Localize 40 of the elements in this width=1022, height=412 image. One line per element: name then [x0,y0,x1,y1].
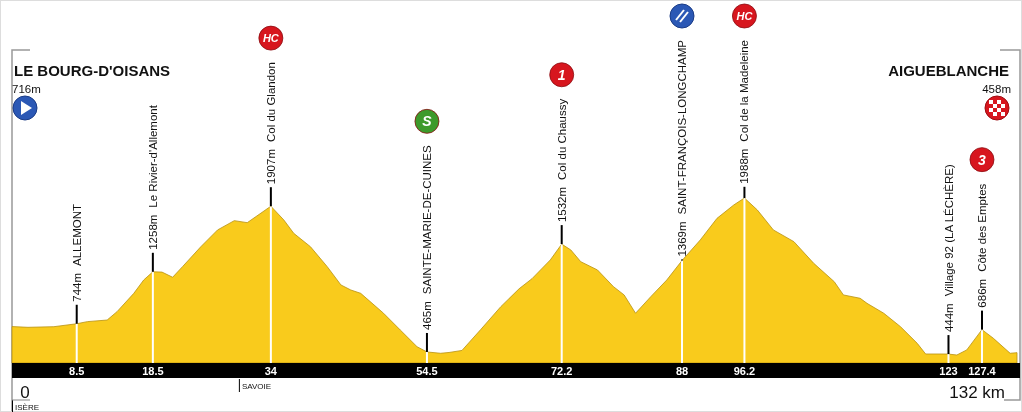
annotation: 0 [20,383,30,402]
data-label: 744m [70,272,83,302]
data-label: 444m [942,303,955,333]
text: 3 [978,151,987,168]
text: Col de la Madeleine [738,39,751,142]
text: 458m [982,83,1011,95]
x-tick-label: 18.5 [142,364,164,377]
data-label: 1258m [146,214,159,250]
data-label: 1907m [264,149,277,185]
annotation: Côte des Emptes [976,183,988,272]
annotation: SAINTE-MARIE-DE-CUINES [420,145,433,295]
ref-line-label: SAVOIE [241,382,272,391]
x-tick-label: 127.4 [968,364,997,377]
data-label: 1532m [555,186,568,223]
text: HC [262,32,280,45]
annotation: SAINT-FRANÇOIS-LONGCHAMP [676,39,689,215]
text: AIGUEBLANCHE [888,62,1009,79]
annotation: 132 km [949,383,1005,402]
x-tick-label: 96.2 [733,364,756,377]
text: S [422,113,433,130]
x-tick-label: 123 [939,364,958,377]
text: 1 [557,66,566,83]
annotation: ALLEMONT [70,203,83,266]
data-label: 465m [420,301,433,330]
text: HC [736,9,754,22]
annotation: Village 92 (LA LÉCHÈRE) [942,164,955,297]
x-tick-label: 8.5 [69,364,85,377]
data-label: 686m [976,278,988,308]
x-tick-label: 72.2 [550,364,573,377]
ref-line-label: ISÈRE [15,403,40,412]
text: LE BOURG-D'OISANS [14,62,171,79]
x-tick-label: 88 [675,364,689,377]
x-tick-label: 54.5 [416,364,438,377]
annotation: Le Rivier-d'Allemont [146,104,159,208]
data-label: 1369m [676,221,689,257]
text: 716m [12,83,41,95]
data-label: 1988m [738,148,751,184]
text: Col du Glandon [264,62,277,143]
text: Col du Chaussy [555,98,568,180]
x-tick-label: 34 [264,364,278,377]
